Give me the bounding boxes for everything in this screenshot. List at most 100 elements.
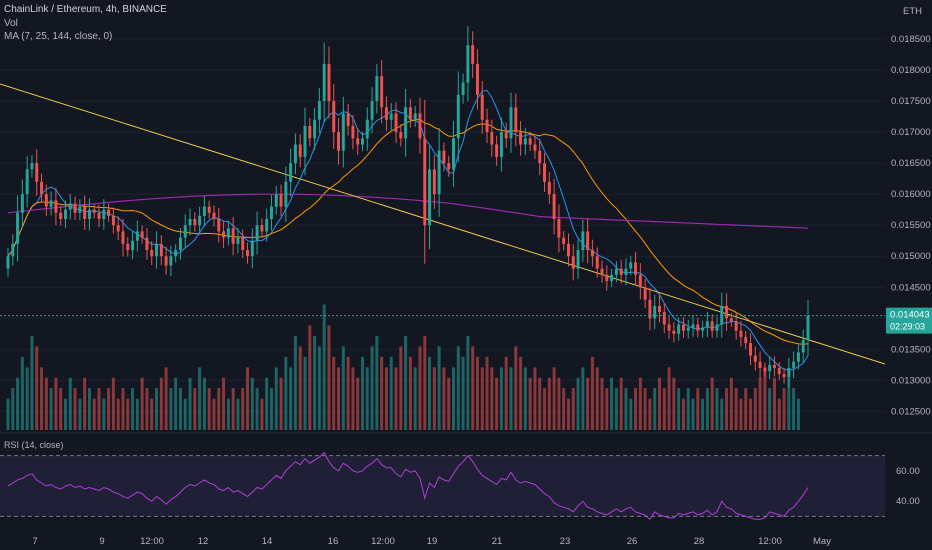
rsi-tick-label: 40.00: [896, 496, 920, 507]
volume-bar: [543, 388, 547, 430]
candle-body: [452, 138, 455, 170]
candle-body: [495, 144, 499, 157]
candle-body: [11, 243, 15, 257]
candle-body: [193, 219, 197, 226]
candle-body: [131, 240, 135, 251]
candle-body: [456, 94, 460, 139]
candle-body: [413, 113, 417, 120]
volume-bar: [341, 346, 345, 430]
time-tick-label: 21: [492, 536, 503, 547]
volume-bar: [662, 388, 666, 430]
candle-body: [437, 150, 441, 195]
candle-body: [174, 250, 178, 257]
volume-bar: [298, 346, 302, 430]
volume-bar: [126, 398, 130, 430]
volume-bar: [54, 377, 58, 430]
candle-body: [241, 237, 245, 251]
candle-body: [322, 63, 326, 102]
candle-body: [528, 138, 532, 145]
volume-bar: [437, 346, 441, 430]
candle-body: [792, 361, 796, 368]
candle-body: [135, 231, 139, 241]
candle-body: [638, 274, 642, 288]
candle-body: [485, 119, 489, 133]
volume-bar: [322, 304, 326, 430]
volume-bar: [202, 377, 206, 430]
candle-body: [432, 169, 436, 195]
ma-legend[interactable]: MA (7, 25, 144, close, 0): [4, 31, 113, 42]
price-tick-label: 0.015000: [891, 251, 931, 262]
candle-body: [490, 132, 494, 145]
candle-body: [710, 321, 714, 331]
volume-bar: [222, 377, 226, 430]
volume-bar: [375, 335, 379, 430]
volume-bar: [710, 377, 714, 430]
candle-body: [289, 163, 293, 182]
volume-bar: [672, 377, 676, 430]
trend-line[interactable]: [0, 83, 886, 365]
candle-body: [126, 243, 130, 251]
candle-body: [361, 138, 364, 145]
volume-bar: [442, 367, 446, 430]
time-tick-label: May: [813, 536, 831, 547]
candle-body: [178, 237, 182, 251]
volume-legend[interactable]: Vol: [4, 18, 18, 29]
volume-bar: [725, 388, 729, 430]
volume-bar: [64, 398, 67, 430]
candle-body: [399, 132, 403, 139]
volume-bar: [25, 367, 29, 430]
candle-body: [562, 237, 566, 244]
volume-bar: [150, 398, 154, 430]
candle-body: [183, 225, 187, 238]
candle-body: [78, 206, 82, 213]
candle-body: [212, 212, 216, 219]
candle-body: [303, 125, 307, 157]
candle-body: [145, 237, 149, 251]
last-price-label: 0.014043: [890, 310, 930, 321]
candle-body: [686, 327, 690, 331]
symbol-title[interactable]: ChainLink / Ethereum, 4h, BINANCE: [4, 4, 167, 15]
candle-body: [581, 231, 585, 251]
time-axis[interactable]: 7 9 12:00 12 14 16 12:00 19 21 23 26 28 12:00 May: [32, 536, 831, 547]
candle-body: [428, 169, 432, 226]
candle-body: [763, 367, 767, 372]
volume-bar: [729, 377, 733, 430]
volume-bar: [169, 388, 173, 430]
candle-body: [394, 113, 398, 133]
candle-body: [293, 144, 297, 164]
price-tick-label: 0.016500: [891, 158, 931, 169]
volume-bar: [102, 398, 106, 430]
candle-body: [619, 268, 623, 275]
candle-body: [672, 330, 676, 334]
volume-bar: [317, 346, 321, 430]
price-tick-label: 0.017500: [891, 96, 931, 107]
candle-body: [198, 215, 202, 226]
candle-body: [255, 225, 259, 241]
candle-body: [370, 101, 374, 120]
candle-body: [614, 268, 618, 275]
rsi-legend[interactable]: RSI (14, close): [4, 440, 64, 450]
volume-bar: [289, 367, 293, 430]
volume-bar: [284, 356, 288, 430]
candle-body: [571, 256, 575, 269]
volume-bar: [183, 398, 187, 430]
candle-body: [236, 237, 240, 244]
volume-bar: [605, 388, 609, 430]
volume-bar: [6, 398, 10, 430]
candle-body: [796, 352, 800, 362]
volume-bar: [212, 398, 216, 430]
axis-unit-label: ETH: [903, 6, 922, 17]
countdown-label: 02:29:03: [890, 322, 925, 332]
volume-bar: [480, 367, 484, 430]
candle-body: [653, 305, 657, 319]
volume-bar: [408, 356, 412, 430]
time-tick-label: 28: [694, 536, 705, 547]
volume-bar: [768, 388, 772, 430]
volume-bar: [504, 356, 508, 430]
volume-bar: [30, 335, 34, 430]
volume-bar: [667, 367, 671, 430]
candle-body: [337, 132, 341, 151]
volume-bar: [552, 367, 556, 430]
candle-body: [188, 219, 192, 226]
